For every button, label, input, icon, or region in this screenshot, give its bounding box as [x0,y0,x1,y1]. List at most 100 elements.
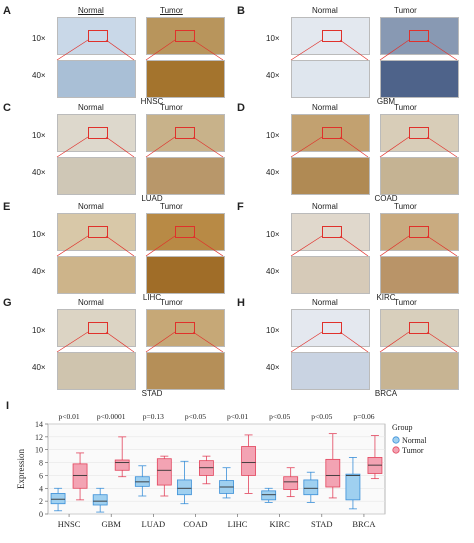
ihc-panel-g: G Normal Tumor 10× 40× STAD [0,297,230,398]
tumor-zoom-box [409,322,429,334]
x-tick-label: STAD [311,519,333,529]
magnification-low: 10× [32,34,46,43]
legend-entry-tumor: Tumor [402,446,424,455]
normal-40x-image [57,256,136,294]
panel-letter: B [237,5,245,17]
normal-zoom-box [322,322,342,334]
y-tick-label: 14 [35,420,43,429]
tumor-zoom-box [409,127,429,139]
tumor-10x-image [146,114,225,152]
tumor-column-header: Tumor [160,103,183,112]
tumor-column-header: Tumor [394,298,417,307]
x-tick-label: LUAD [142,519,166,529]
p-value-label: p<0.01 [227,412,248,421]
y-tick-label: 10 [35,446,43,455]
zoom-connector-lines [290,331,458,353]
panel-letter: A [3,5,11,17]
zoom-connector-line [290,331,323,353]
p-value-label: p=0.06 [353,412,374,421]
zoom-connector-line [56,39,89,61]
tumor-zoom-box [409,226,429,238]
legend-marker-tumor [392,446,400,454]
normal-column-header: Normal [312,298,338,307]
normal-column-header: Normal [312,6,338,15]
normal-40x-image [291,157,370,195]
normal-zoom-box [88,226,108,238]
zoom-connector-lines [56,331,224,353]
tissue-label: HNSC [140,97,164,106]
boxplot-chart: 0 2 4 6 8 10 12 14 Expression HNSC p<0.01 GBM p<0.00… [16,412,427,529]
tumor-10x-image [380,309,459,347]
tissue-label: BRCA [374,389,398,398]
ihc-panel-c: C Normal Tumor 10× 40× LUAD [0,102,230,203]
zoom-connector-line [145,136,176,158]
ihc-panel-h: H Normal Tumor 10× 40× BRCA [234,297,464,398]
zoom-connector-line [426,39,458,61]
magnification-high: 40× [266,267,280,276]
magnification-high: 40× [32,267,46,276]
zoom-connector-line [56,136,89,158]
y-tick-label: 4 [39,484,43,493]
box-tumor-luad [156,458,172,486]
y-tick-label: 2 [39,497,43,506]
tumor-10x-image [380,213,459,251]
zoom-connector-line [290,235,323,257]
magnification-high: 40× [266,168,280,177]
normal-10x-image [291,309,370,347]
x-tick-label: COAD [183,519,207,529]
magnification-low: 10× [32,326,46,335]
tumor-10x-image [380,114,459,152]
tumor-zoom-box [175,127,195,139]
tumor-10x-image [380,17,459,55]
panel-letter: E [3,201,11,213]
magnification-low: 10× [32,230,46,239]
zoom-connector-line [379,235,410,257]
box-normal-gbm [92,494,108,506]
tumor-column-header: Tumor [394,103,417,112]
tumor-10x-image [146,213,225,251]
tumor-40x-image [380,352,459,390]
y-tick-label: 0 [39,510,43,519]
boxplot-panel: I 0 2 4 6 8 10 12 14 Expression HNSC p<0.01 GBM p<0.… [0,400,474,538]
tumor-zoom-box [175,30,195,42]
zoom-connector-line [105,235,135,257]
tissue-label: COAD [374,194,398,203]
tumor-40x-image [380,157,459,195]
y-tick-label: 12 [35,433,43,442]
p-value-label: p<0.0001 [97,412,126,421]
tumor-zoom-box [409,30,429,42]
panel-letter: D [237,102,245,114]
zoom-connector-line [192,136,224,158]
magnification-low: 10× [266,230,280,239]
tissue-label: LIHC [142,293,162,302]
zoom-connector-lines [290,136,458,158]
box-normal-stad [303,479,319,496]
p-value-label: p<0.05 [269,412,290,421]
legend-entry-normal: Normal [402,436,427,445]
tumor-column-header: Tumor [160,6,183,15]
magnification-low: 10× [266,326,280,335]
p-value-label: p<0.01 [59,412,80,421]
panel-letter-i: I [6,400,10,412]
magnification-high: 40× [32,71,46,80]
box-normal-brca [345,473,361,501]
zoom-connector-line [105,331,135,353]
zoom-connector-line [145,235,176,257]
normal-10x-image [291,114,370,152]
box-tumor-kirc [283,476,299,490]
box-normal-hnsc [50,493,66,505]
normal-10x-image [291,17,370,55]
y-tick-label: 6 [39,471,43,480]
tumor-10x-image [146,17,225,55]
normal-zoom-box [322,226,342,238]
tumor-zoom-box [175,226,195,238]
normal-column-header: Normal [78,298,104,307]
zoom-connector-line [290,39,323,61]
zoom-connector-line [56,235,89,257]
zoom-connector-line [145,39,176,61]
legend-marker-normal [392,436,400,444]
zoom-connector-line [105,39,135,61]
panel-letter: F [237,201,244,213]
tissue-label: KIRC [376,293,396,302]
normal-40x-image [57,157,136,195]
